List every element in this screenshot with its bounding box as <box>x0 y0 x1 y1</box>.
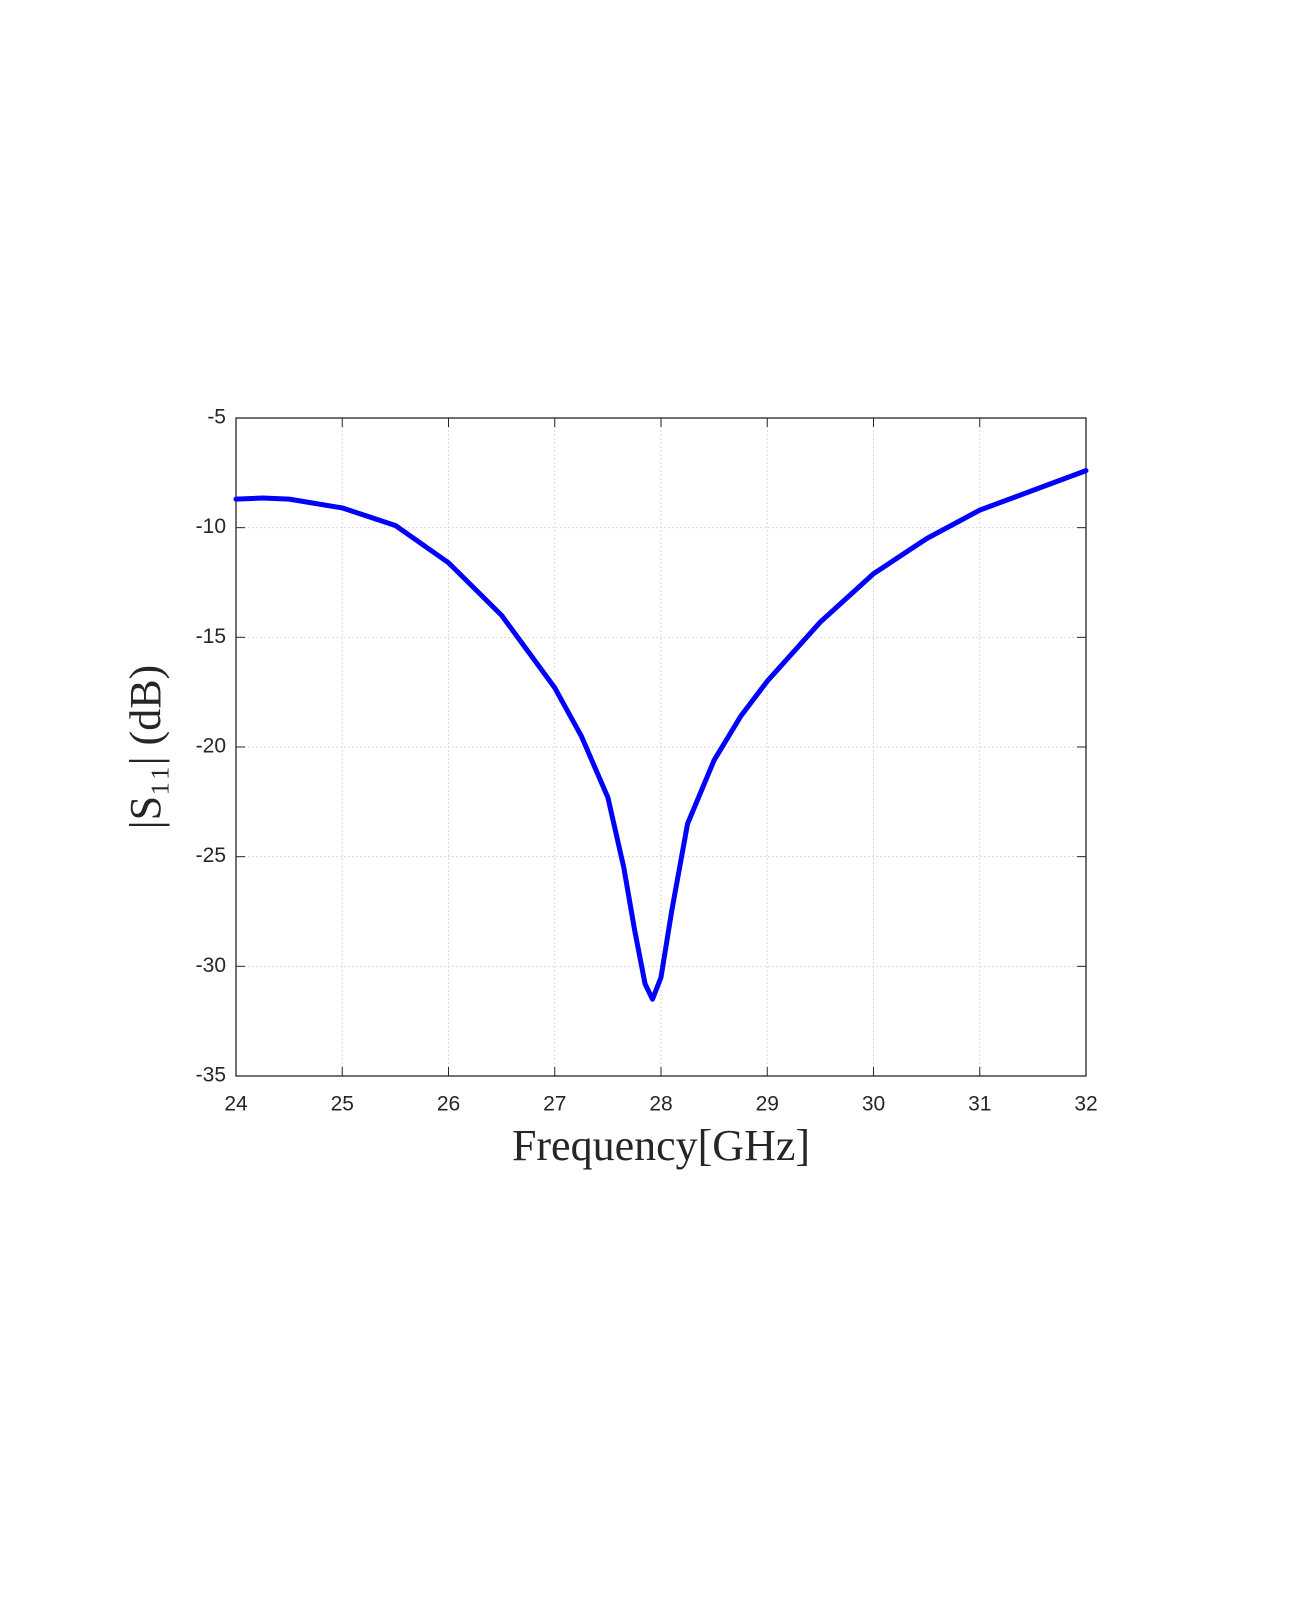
x-tick-label: 24 <box>224 1093 248 1116</box>
y-tick-label: -15 <box>196 625 226 648</box>
x-tick-label: 26 <box>437 1093 460 1116</box>
x-tick-label: 29 <box>756 1093 779 1116</box>
y-tick-label: -35 <box>196 1064 226 1087</box>
x-tick-label: 25 <box>331 1093 354 1116</box>
x-tick-label: 32 <box>1074 1093 1097 1116</box>
y-tick-label: -5 <box>207 406 226 429</box>
data-line <box>233 468 1089 1002</box>
y-tick-label: -30 <box>196 954 226 977</box>
y-tick-label: -20 <box>196 735 226 758</box>
x-tick-label: 30 <box>862 1093 885 1116</box>
y-axis-label: |S₁₁| (dB) <box>121 665 170 829</box>
x-tick-label: 27 <box>543 1093 566 1116</box>
plot-frame <box>235 417 1087 1077</box>
x-tick-label: 31 <box>968 1093 991 1116</box>
x-axis-label: Frequency[GHz] <box>512 1121 810 1170</box>
y-tick-label: -25 <box>196 844 226 867</box>
y-tick-label: -10 <box>196 515 226 538</box>
x-tick-label: 28 <box>649 1093 672 1116</box>
